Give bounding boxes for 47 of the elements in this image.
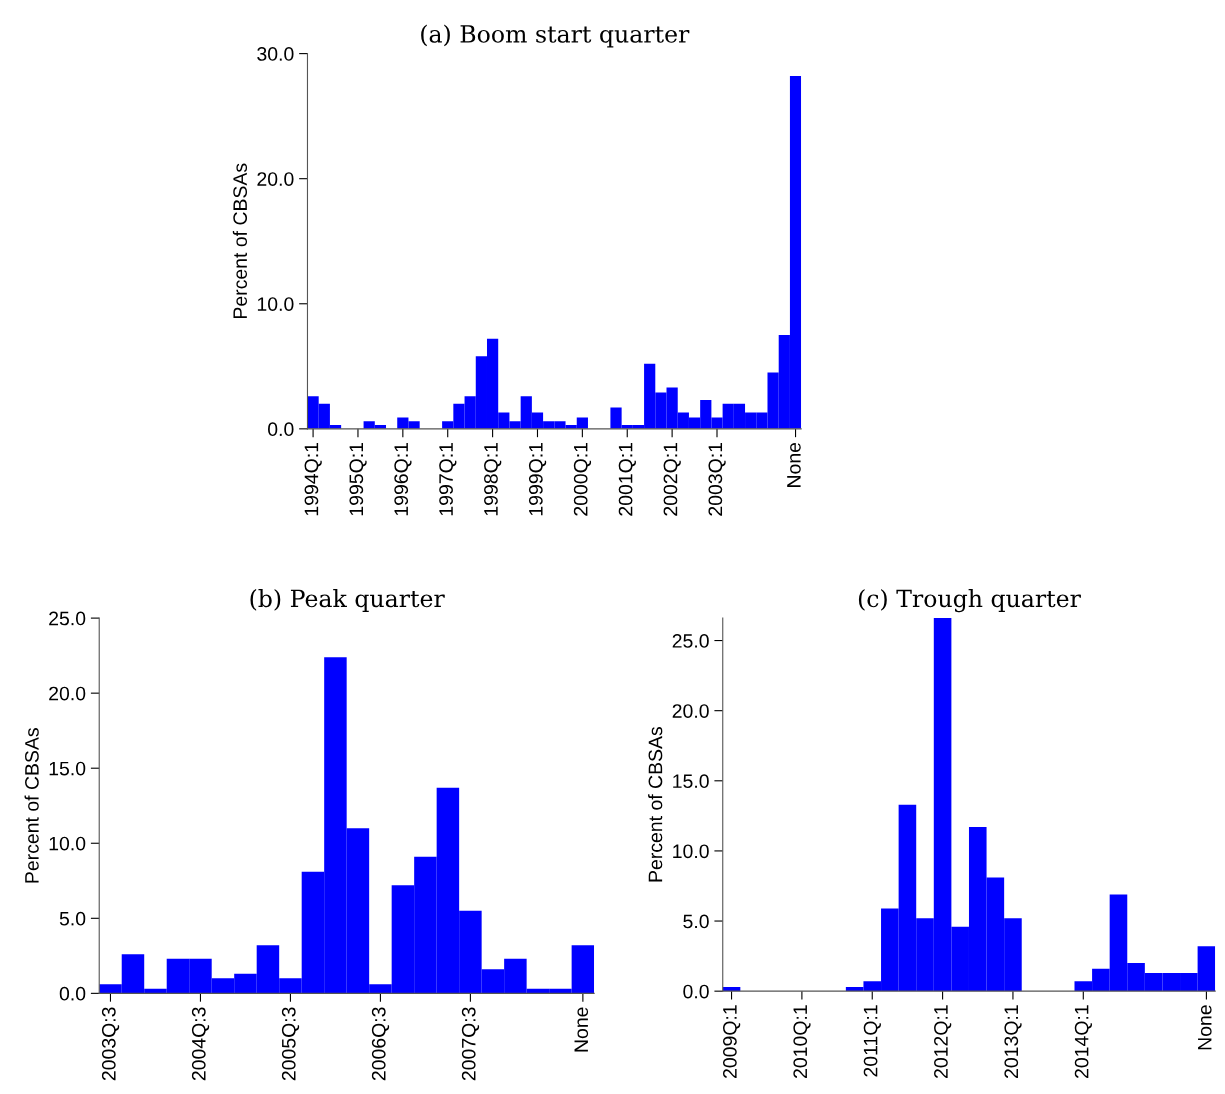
x-tick-label: 2013Q:1 xyxy=(1004,1005,1022,1078)
x-tick-label: None xyxy=(574,1007,589,1052)
y-tick-label: 0.0 xyxy=(268,422,294,437)
y-axis-title: Percent of CBSAs xyxy=(232,163,248,318)
y-tick-label: 20.0 xyxy=(672,704,709,718)
chart-title: (b) Peak quarter xyxy=(250,589,445,612)
y-tick-label: 15.0 xyxy=(673,774,709,789)
x-tick-label: 2007Q:3 xyxy=(461,1007,480,1081)
y-tick-label: 10.0 xyxy=(49,836,86,851)
y-axis-title: Percent of CBSAs xyxy=(648,726,663,882)
x-tick-label: 1998Q:1 xyxy=(484,442,502,516)
x-tick-label: 2009Q:1 xyxy=(722,1005,741,1078)
chart-title: (c) Trough quarter xyxy=(858,589,1081,613)
y-axis-title: Percent of CBSAs xyxy=(24,728,39,883)
x-tick-label: 2002Q:1 xyxy=(663,442,681,516)
y-tick-label: 10.0 xyxy=(673,844,709,859)
y-tick-label: 5.0 xyxy=(683,914,709,929)
bar xyxy=(722,986,741,992)
x-tick-label: 2003Q:1 xyxy=(708,442,726,516)
x-tick-label: 1996Q:1 xyxy=(394,442,412,516)
x-tick-label: 2000Q:1 xyxy=(573,442,592,516)
x-tick-label: 2011Q:1 xyxy=(863,1005,881,1077)
x-tick-label: None xyxy=(1198,1005,1212,1050)
y-tick-label: 30.0 xyxy=(257,47,294,61)
x-tick-label: None xyxy=(787,442,801,487)
x-tick-label: 1995Q:1 xyxy=(349,442,367,516)
y-tick-label: 0.0 xyxy=(683,984,709,999)
x-tick-label: 1994Q:1 xyxy=(304,442,322,516)
chart-title: (a) Boom start quarter xyxy=(421,24,690,48)
x-tick-label: 2004Q:3 xyxy=(191,1007,210,1081)
x-tick-label: 2014Q:1 xyxy=(1074,1005,1092,1078)
x-tick-label: 2003Q:3 xyxy=(101,1007,120,1081)
y-tick-label: 10.0 xyxy=(257,297,294,311)
x-tick-label: 1997Q:1 xyxy=(439,442,457,516)
y-tick-label: 5.0 xyxy=(59,911,86,926)
y-tick-label: 25.0 xyxy=(672,634,709,648)
x-tick-label: 2001Q:1 xyxy=(618,442,636,516)
y-tick-label: 20.0 xyxy=(49,686,86,701)
x-tick-label: 2006Q:3 xyxy=(371,1007,390,1081)
x-tick-label: 1999Q:1 xyxy=(528,442,547,516)
y-tick-label: 20.0 xyxy=(257,172,294,186)
x-tick-label: 2012Q:1 xyxy=(934,1005,952,1078)
x-tick-label: 2010Q:1 xyxy=(793,1005,811,1078)
y-tick-label: 0.0 xyxy=(59,986,86,1001)
y-tick-label: 25.0 xyxy=(49,611,86,626)
y-tick-label: 15.0 xyxy=(49,761,86,776)
x-tick-label: 2005Q:3 xyxy=(281,1007,300,1081)
